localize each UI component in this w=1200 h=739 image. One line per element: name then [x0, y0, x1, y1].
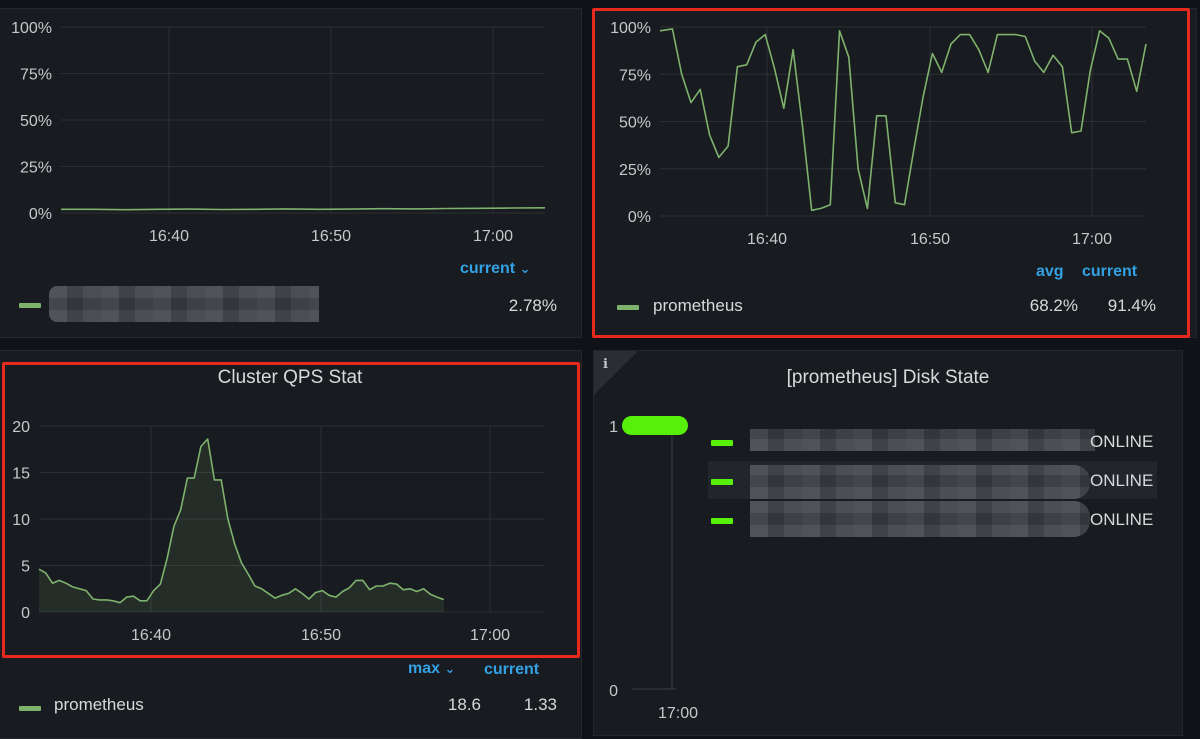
legend-header-avg[interactable]: avg	[1036, 263, 1064, 280]
legend-series-name[interactable]: prometheus	[54, 695, 144, 714]
y-tick-label: 0	[21, 605, 30, 622]
y-tick-label: 25%	[619, 162, 651, 179]
redacted-series-name	[49, 286, 319, 322]
legend-header-current[interactable]: current ⌄	[460, 260, 530, 278]
y-tick-label: 15	[12, 466, 30, 483]
series-line	[38, 438, 445, 604]
info-icon[interactable]: i	[603, 357, 608, 372]
x-tick-label: 16:40	[131, 627, 171, 644]
series-area-fill	[39, 439, 444, 612]
legend-series-swatch	[19, 303, 41, 308]
x-tick-label: 16:50	[311, 228, 351, 245]
y-tick-label: 5	[21, 559, 30, 576]
x-tick-label: 17:00	[470, 627, 510, 644]
y-tick-label: 0%	[628, 209, 651, 226]
series-line	[659, 28, 1147, 212]
y-tick-label: 100%	[11, 20, 52, 37]
disk-row-3-indicator	[711, 518, 733, 524]
y-tick-label: 1	[609, 419, 618, 436]
legend-header-max-label: max	[408, 660, 441, 677]
y-tick-label: 10	[12, 512, 30, 529]
legend-header-current[interactable]: current	[1082, 263, 1138, 280]
disk-row-2-indicator	[711, 479, 733, 485]
x-tick-label: 17:00	[1072, 231, 1112, 248]
redacted-disk-row-1	[750, 429, 1095, 451]
x-tick-label: 16:40	[149, 228, 189, 245]
legend-value-current: 1.33	[523, 695, 557, 714]
y-tick-label: 50%	[20, 113, 52, 130]
y-tick-label: 100%	[610, 20, 651, 37]
legend-header-current-label: current	[460, 260, 516, 277]
panel-cpu-top-left[interactable]: 100% 75% 50% 25% 0% 16:40 16:50 17:00 current ⌄…	[0, 8, 582, 338]
x-tick-label: 16:50	[910, 231, 950, 248]
y-tick-label: 75%	[20, 67, 52, 84]
chart-top-right: 100% 75% 50% 25% 0% 16:40 16:50 17:00	[610, 20, 1147, 248]
chevron-down-icon: ⌄	[519, 261, 531, 276]
y-tick-label: 0%	[29, 206, 52, 223]
legend-header-max[interactable]: max ⌄	[408, 660, 455, 678]
legend-series-swatch	[617, 305, 639, 310]
disk-row-3-status: ONLINE	[1090, 510, 1154, 529]
legend-value-avg: 68.2%	[1029, 296, 1078, 315]
chevron-down-icon: ⌄	[444, 661, 456, 676]
x-tick-label: 16:50	[301, 627, 341, 644]
y-tick-label: 50%	[619, 115, 651, 132]
legend-value-current: 2.78%	[508, 296, 557, 315]
panel-disk-state[interactable]: i [prometheus] Disk State 1 0 17:00 ONLINE…	[593, 350, 1183, 736]
series-line	[61, 207, 546, 211]
y-tick-label: 75%	[619, 67, 651, 84]
y-tick-label: 25%	[20, 160, 52, 177]
legend-header-current[interactable]: current	[484, 661, 540, 678]
x-tick-label: 16:40	[747, 231, 787, 248]
legend-series-name[interactable]: prometheus	[653, 296, 743, 315]
y-tick-label: 20	[12, 419, 30, 436]
panel-title[interactable]: [prometheus] Disk State	[786, 367, 990, 388]
legend-value-max: 18.6	[447, 695, 481, 714]
x-tick-label: 17:00	[473, 228, 513, 245]
panel-cluster-qps[interactable]: Cluster QPS Stat 20 15 10 5 0 16:40 16:50 17:00…	[0, 350, 582, 739]
redacted-disk-row-2	[750, 465, 1090, 499]
legend-series-swatch	[19, 706, 41, 711]
panel-info-corner[interactable]	[594, 351, 638, 395]
redacted-disk-row-3	[750, 501, 1090, 537]
disk-row-1-status: ONLINE	[1090, 432, 1154, 451]
panel-prometheus-top-right[interactable]: 100% 75% 50% 25% 0% 16:40 16:50 17:00 avg curre…	[593, 8, 1197, 338]
disk-row-2-status: ONLINE	[1090, 471, 1154, 490]
state-bar-online	[622, 416, 688, 435]
disk-row-1-indicator	[711, 440, 733, 446]
legend-value-current: 91.4%	[1107, 296, 1156, 315]
chart-top-left: 100% 75% 50% 25% 0% 16:40 16:50 17:00	[11, 20, 546, 245]
chart-disk-state: 1 0 17:00	[609, 416, 698, 722]
y-tick-label: 0	[609, 683, 618, 700]
panel-title[interactable]: Cluster QPS Stat	[217, 367, 363, 388]
x-tick-label: 17:00	[658, 705, 698, 722]
chart-cluster-qps: 20 15 10 5 0 16:40 16:50 17:00	[12, 419, 545, 644]
